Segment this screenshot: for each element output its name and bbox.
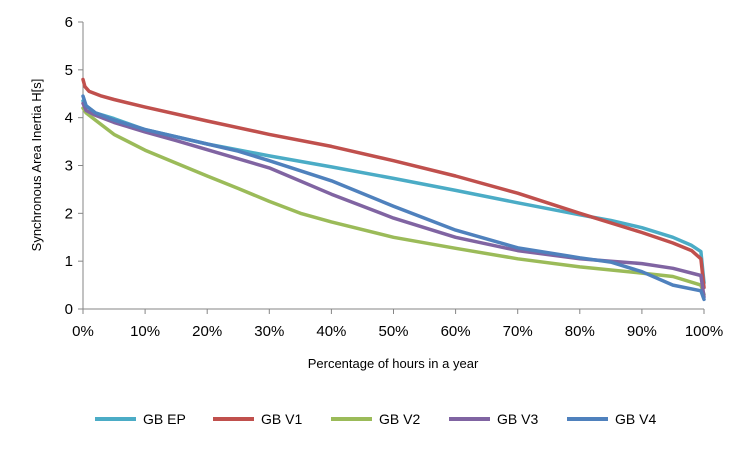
x-tick-label: 40% (316, 323, 346, 340)
x-tick-label: 20% (192, 323, 222, 340)
x-tick-label: 90% (627, 323, 657, 340)
x-tick-label: 70% (503, 323, 533, 340)
series-line-gb-v3 (81, 101, 706, 299)
y-tick-label: 6 (65, 14, 73, 31)
x-tick-label: 100% (685, 323, 723, 340)
x-tick-label: 50% (378, 323, 408, 340)
x-tick-label: 10% (130, 323, 160, 340)
y-tick-label: 4 (65, 110, 73, 127)
legend: GB EP GB V1 GB V2 GB V3 GB V4 (95, 411, 656, 427)
series-line-gb-v4 (81, 94, 706, 302)
y-tick-label: 3 (65, 158, 73, 175)
legend-label: GB EP (143, 411, 186, 427)
series-line-gb-v1 (81, 77, 706, 290)
y-tick-label: 5 (65, 62, 73, 79)
legend-label: GB V2 (379, 411, 420, 427)
legend-label: GB V1 (261, 411, 302, 427)
x-tick-label: 30% (254, 323, 284, 340)
y-tick-label: 0 (65, 301, 73, 318)
x-tick-label: 60% (441, 323, 471, 340)
y-axis-title: Synchronous Area Inertia H[s] (29, 79, 44, 252)
legend-label: GB V4 (615, 411, 656, 427)
y-tick-label: 2 (65, 205, 73, 222)
series-line-gb-ep (81, 99, 706, 285)
y-tick-label: 1 (65, 253, 73, 270)
x-tick-label: 0% (72, 323, 94, 340)
legend-label: GB V3 (497, 411, 538, 427)
x-axis-title: Percentage of hours in a year (308, 356, 479, 371)
x-tick-label: 80% (565, 323, 595, 340)
